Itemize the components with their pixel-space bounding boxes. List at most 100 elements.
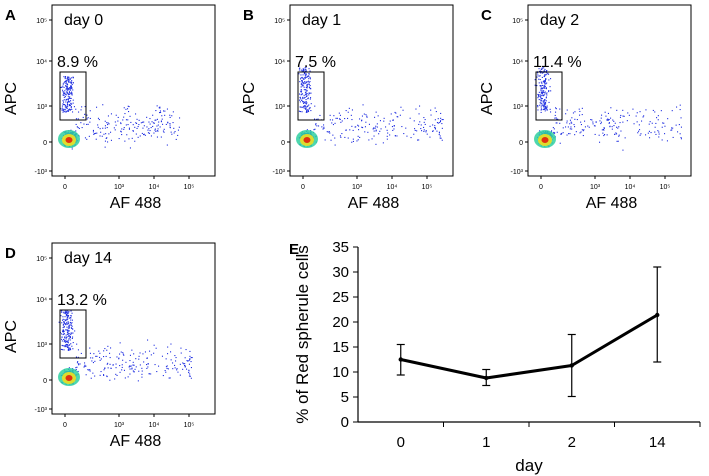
dot: [413, 133, 415, 135]
dot: [323, 124, 325, 126]
gate-box: [535, 71, 563, 121]
dot: [308, 68, 310, 70]
dot: [68, 91, 70, 93]
dot: [78, 127, 80, 129]
dot: [540, 109, 542, 111]
dot: [108, 133, 110, 135]
dot: [80, 109, 82, 111]
dot: [173, 132, 175, 134]
dot: [425, 130, 427, 132]
dot: [574, 126, 576, 128]
dot: [60, 348, 62, 350]
dot: [544, 85, 546, 87]
dot: [359, 118, 361, 120]
dot: [65, 329, 67, 331]
dot: [615, 132, 617, 134]
dot: [432, 130, 434, 132]
dot: [619, 116, 621, 118]
dot: [305, 101, 307, 103]
dot: [88, 369, 90, 371]
dot: [63, 341, 65, 343]
dot: [149, 118, 151, 120]
dot: [124, 140, 126, 142]
dot: [66, 83, 68, 85]
dot: [172, 368, 174, 370]
dot: [541, 92, 543, 94]
dot: [627, 112, 629, 114]
dot: [66, 104, 68, 106]
dot: [64, 323, 66, 325]
dot: [69, 336, 71, 338]
dot: [150, 373, 152, 375]
dot: [347, 111, 349, 113]
dot: [165, 371, 167, 373]
dot: [310, 110, 312, 112]
dot: [362, 127, 364, 129]
dot: [65, 314, 67, 316]
dot: [129, 147, 131, 149]
plot-frame: [527, 4, 692, 177]
dot: [91, 360, 93, 362]
dot: [77, 356, 79, 358]
dot: [566, 109, 568, 111]
dot: [545, 78, 547, 80]
dot: [186, 368, 188, 370]
dot: [70, 319, 72, 321]
dot: [159, 110, 161, 112]
dot: [569, 123, 571, 125]
dot: [332, 124, 334, 126]
dot: [68, 344, 70, 346]
dot: [655, 133, 657, 135]
dot: [160, 120, 162, 122]
dot: [72, 82, 74, 84]
dot: [600, 123, 602, 125]
dot: [188, 372, 190, 374]
dot: [410, 137, 412, 139]
dot: [114, 121, 116, 123]
dot: [373, 130, 375, 132]
dot: [65, 80, 67, 82]
dot: [300, 98, 302, 100]
dot: [572, 112, 574, 114]
dot: [98, 350, 100, 352]
y-tick-label: 10⁵: [36, 18, 47, 25]
dot: [300, 74, 302, 76]
dot: [68, 104, 70, 106]
dot: [68, 326, 70, 328]
dot: [550, 90, 552, 92]
dot: [554, 132, 556, 134]
dot: [566, 134, 568, 136]
dot: [67, 78, 69, 80]
dot: [70, 317, 72, 319]
dot: [330, 139, 332, 141]
dot: [69, 321, 71, 323]
dot: [642, 116, 644, 118]
dot: [304, 73, 306, 75]
dot: [351, 119, 353, 121]
dot: [70, 310, 72, 312]
dot: [368, 139, 370, 141]
dot: [587, 125, 589, 127]
x-tick-label: 10³: [114, 422, 125, 429]
dot: [650, 132, 652, 134]
dot: [539, 102, 541, 104]
dot: [78, 364, 80, 366]
dot: [658, 133, 660, 135]
dot: [323, 127, 325, 129]
dot: [127, 119, 129, 121]
x-axis-label: AF 488: [348, 195, 400, 212]
dot: [114, 378, 116, 380]
dot: [179, 363, 181, 365]
dot: [119, 365, 121, 367]
dot: [95, 138, 97, 140]
dot: [372, 128, 374, 130]
dot: [65, 336, 67, 338]
x-tick-label: 0: [397, 434, 405, 451]
dot: [423, 121, 425, 123]
dot: [62, 100, 64, 102]
dot: [567, 126, 569, 128]
dot: [68, 330, 70, 332]
dot: [155, 347, 157, 349]
dot: [67, 80, 69, 82]
dot: [367, 131, 369, 133]
